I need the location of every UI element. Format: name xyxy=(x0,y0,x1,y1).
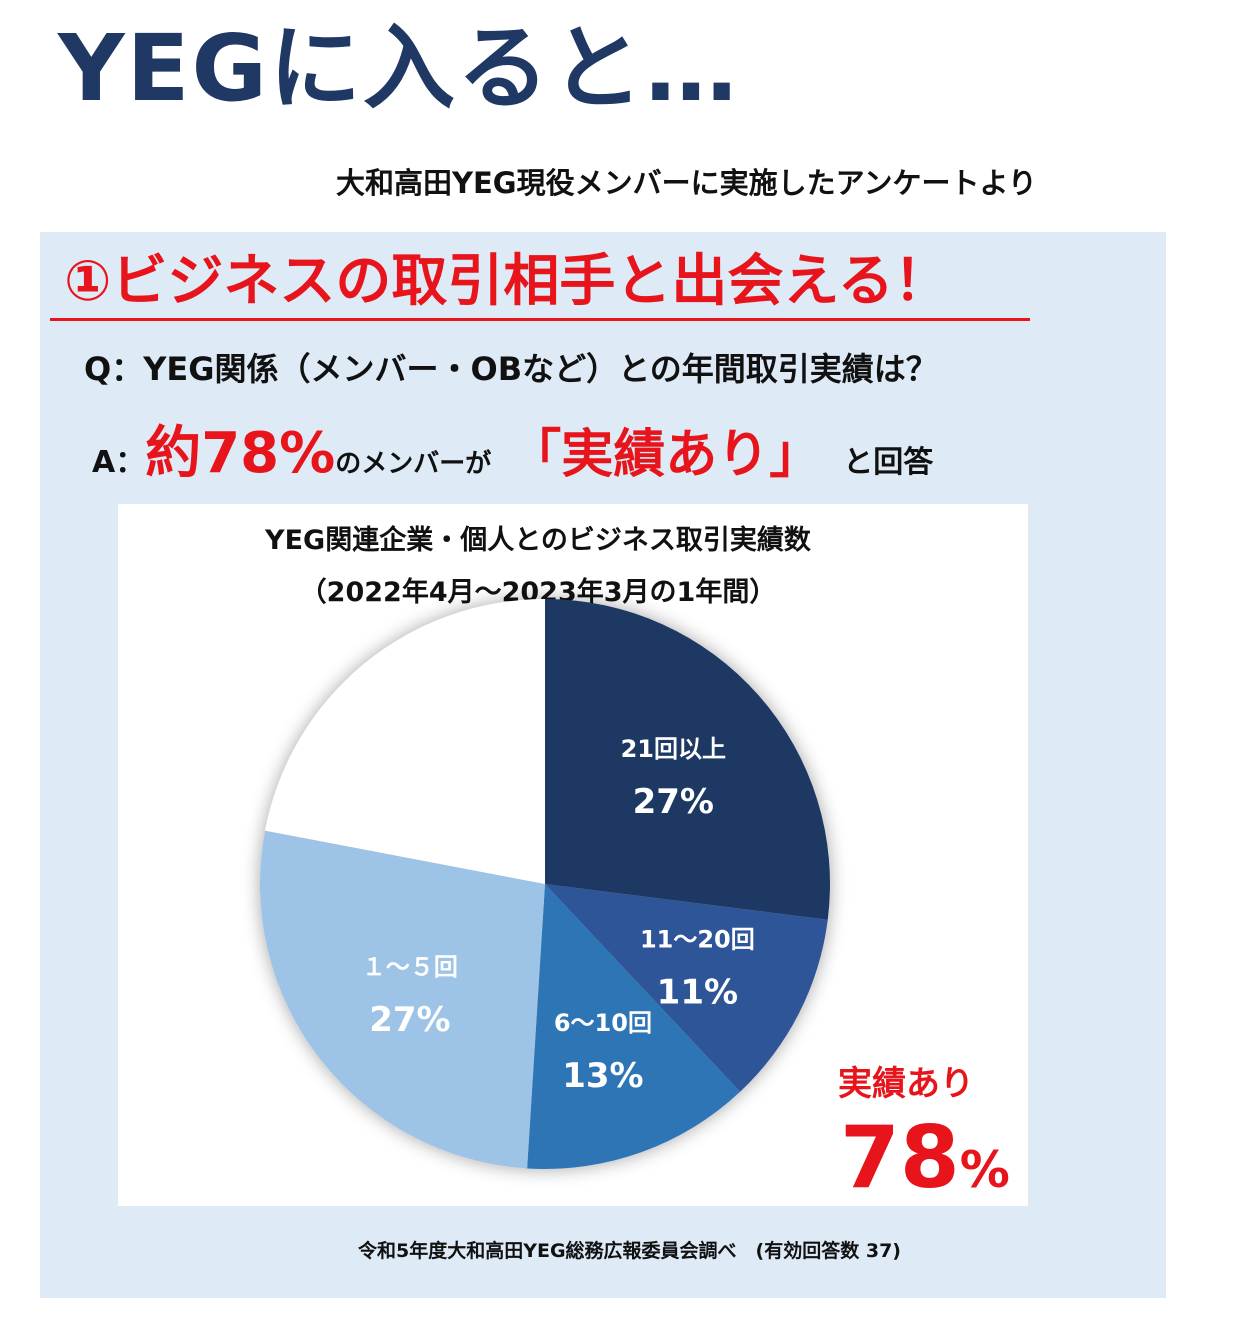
callout-label: 実績あり xyxy=(838,1064,974,1104)
answer-highlight: 約78% xyxy=(145,421,336,486)
chart-container: YEG関連企業・個人とのビジネス取引実績数 （2022年4月〜2023年3月の1… xyxy=(118,504,1028,1208)
pie-slice xyxy=(545,599,830,920)
slice-value-label: 13% xyxy=(562,1056,643,1096)
slice-category-label: 6〜10回 xyxy=(554,1009,652,1037)
pie-slice xyxy=(545,884,828,1092)
headline: ①ビジネスの取引相手と出会える！ xyxy=(50,249,1030,322)
answer-middle: のメンバーが xyxy=(335,449,492,479)
slice-category-label: 11〜20回 xyxy=(640,926,755,954)
survey-panel: ①ビジネスの取引相手と出会える！ Q：YEG関係（メンバー・OBなど）との年間取… xyxy=(40,232,1166,1298)
callout-unit: % xyxy=(959,1141,1010,1199)
chart-title: YEG関連企業・個人とのビジネス取引実績数 xyxy=(265,525,811,556)
pie-chart: 21回以上 27% 11〜20回 11%6〜10回 13% １〜５回 27% xyxy=(260,599,830,1169)
callout-value: 78% xyxy=(840,1108,1010,1208)
pie-slice xyxy=(265,599,545,884)
slice-value-label: 27% xyxy=(369,1000,450,1040)
callout-number: 78 xyxy=(840,1108,960,1208)
slice-category-label: １〜５回 xyxy=(362,953,458,981)
answer-line: A：約78%のメンバーが 「実績あり」 と回答 xyxy=(92,408,933,489)
answer-suffix: と回答 xyxy=(843,445,934,480)
pie-slice xyxy=(527,884,741,1169)
page-title: YEGに入ると… xyxy=(58,15,739,122)
answer-prefix: A： xyxy=(92,445,146,480)
survey-subtitle: 大和高田YEG現役メンバーに実施したアンケートより xyxy=(336,166,1037,200)
source-note: 令和5年度大和高田YEG総務広報委員会調べ (有効回答数 37) xyxy=(358,1240,901,1262)
question-text: Q：YEG関係（メンバー・OBなど）との年間取引実績は？ xyxy=(84,350,938,388)
slice-value-label: 11% xyxy=(657,973,738,1013)
answer-quote: 「実績あり」 xyxy=(509,425,822,485)
slice-value-label: 27% xyxy=(633,782,714,822)
slice-category-label: 21回以上 xyxy=(621,735,726,763)
pie-slice xyxy=(260,830,545,1169)
